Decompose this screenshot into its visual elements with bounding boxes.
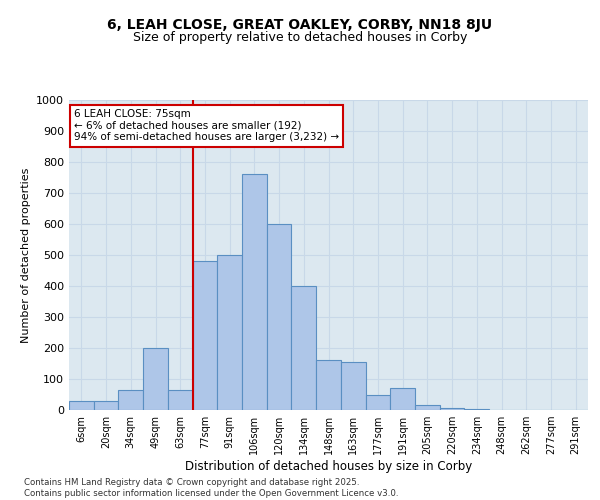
X-axis label: Distribution of detached houses by size in Corby: Distribution of detached houses by size … <box>185 460 472 473</box>
Bar <box>365 394 390 410</box>
Bar <box>118 390 143 410</box>
Bar <box>143 348 168 410</box>
Bar <box>168 390 193 410</box>
Bar <box>267 224 292 410</box>
Text: 6, LEAH CLOSE, GREAT OAKLEY, CORBY, NN18 8JU: 6, LEAH CLOSE, GREAT OAKLEY, CORBY, NN18… <box>107 18 493 32</box>
Bar <box>69 400 94 410</box>
Text: Size of property relative to detached houses in Corby: Size of property relative to detached ho… <box>133 31 467 44</box>
Text: Contains HM Land Registry data © Crown copyright and database right 2025.
Contai: Contains HM Land Registry data © Crown c… <box>24 478 398 498</box>
Bar <box>341 362 365 410</box>
Text: 6 LEAH CLOSE: 75sqm
← 6% of detached houses are smaller (192)
94% of semi-detach: 6 LEAH CLOSE: 75sqm ← 6% of detached hou… <box>74 110 340 142</box>
Bar <box>390 388 415 410</box>
Bar <box>193 261 217 410</box>
Bar <box>217 255 242 410</box>
Y-axis label: Number of detached properties: Number of detached properties <box>20 168 31 342</box>
Bar <box>292 286 316 410</box>
Bar <box>94 400 118 410</box>
Bar <box>242 174 267 410</box>
Bar <box>415 406 440 410</box>
Bar <box>440 408 464 410</box>
Bar <box>316 360 341 410</box>
